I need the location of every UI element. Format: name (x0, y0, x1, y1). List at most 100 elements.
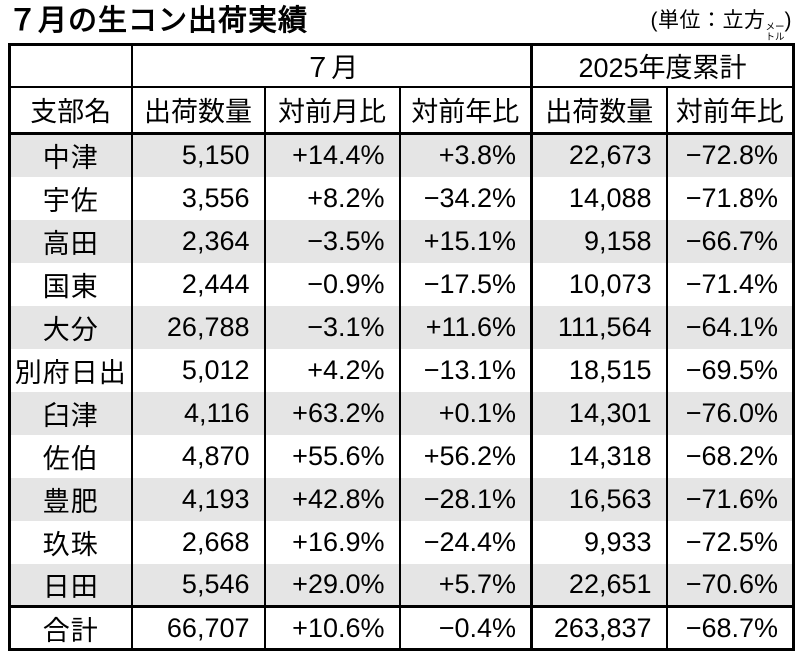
column-header-july-mom: 対前月比 (263, 86, 400, 135)
july-mom-cell: +63.2% (263, 391, 400, 435)
cum-qty-cell: 16,563 (530, 477, 667, 521)
july-mom-cell: +10.6% (263, 605, 400, 650)
cum-yoy-cell: −68.2% (665, 434, 794, 478)
july-qty-cell: 4,193 (130, 477, 265, 521)
branch-name-cell: 玖珠 (42, 529, 99, 560)
cum-yoy-cell: −70.6% (665, 563, 794, 607)
cum-qty-cell: 9,933 (530, 520, 667, 564)
july-yoy-cell: +56.2% (398, 434, 532, 478)
cum-yoy-cell: −66.7% (665, 219, 794, 263)
july-qty-cell: 4,870 (130, 434, 265, 478)
cum-yoy-cell: −68.7% (665, 605, 794, 650)
page-title: ７月の生コン出荷実績 (8, 5, 309, 37)
july-qty-cell: 2,668 (130, 520, 265, 564)
table-row: 日田 5,546 +29.0% +5.7% 22,651 −70.6% (9, 563, 794, 607)
july-qty-cell: 3,556 (130, 176, 265, 220)
july-mom-cell: +42.8% (263, 477, 400, 521)
cum-yoy-cell: −72.5% (665, 520, 794, 564)
branch-name-cell: 日田 (42, 571, 99, 602)
cum-yoy-cell: −71.6% (665, 477, 794, 521)
cum-yoy-cell: −64.1% (665, 305, 794, 349)
july-yoy-cell: +5.7% (398, 563, 532, 607)
table-row: 中津 5,150 +14.4% +3.8% 22,673 −72.8% (9, 133, 794, 177)
unit-note-prefix: (単位：立方 (650, 9, 766, 32)
july-yoy-cell: −0.4% (398, 605, 532, 650)
july-qty-cell: 5,012 (130, 348, 265, 392)
table-row: 国東 2,444 −0.9% −17.5% 10,073 −71.4% (9, 262, 794, 306)
july-mom-cell: −3.5% (263, 219, 400, 263)
july-yoy-cell: −28.1% (398, 477, 532, 521)
july-mom-cell: +8.2% (263, 176, 400, 220)
cum-qty-cell: 14,088 (530, 176, 667, 220)
header-group-july: ７月 (130, 44, 532, 88)
july-yoy-cell: +0.1% (398, 391, 532, 435)
table-row: 玖珠 2,668 +16.9% −24.4% 9,933 −72.5% (9, 520, 794, 564)
cum-yoy-cell: −69.5% (665, 348, 794, 392)
july-mom-cell: +55.6% (263, 434, 400, 478)
july-qty-cell: 5,150 (130, 133, 265, 177)
cum-yoy-cell: −76.0% (665, 391, 794, 435)
branch-name-cell: 国東 (42, 271, 99, 302)
july-qty-cell: 2,444 (130, 262, 265, 306)
header-group-fy2025-cumulative: 2025年度累計 (530, 44, 794, 88)
cum-qty-cell: 22,651 (530, 563, 667, 607)
july-qty-cell: 5,546 (130, 563, 265, 607)
table-body: 中津 5,150 +14.4% +3.8% 22,673 −72.8% 宇佐 3… (9, 133, 794, 650)
unit-note-suffix: ) (784, 9, 792, 32)
table-row: 別府日出 5,012 +4.2% −13.1% 18,515 −69.5% (9, 348, 794, 392)
unit-meter-glyph: メー トル (765, 22, 785, 43)
table-row: 佐伯 4,870 +55.6% +56.2% 14,318 −68.2% (9, 434, 794, 478)
july-mom-cell: −0.9% (263, 262, 400, 306)
july-yoy-cell: −24.4% (398, 520, 532, 564)
cum-yoy-cell: −71.4% (665, 262, 794, 306)
branch-name-cell: 別府日出 (14, 357, 127, 388)
cum-qty-cell: 10,073 (530, 262, 667, 306)
branch-name-cell: 高田 (42, 228, 99, 259)
header-line: ７月の生コン出荷実績 (単位：立方 メー トル) (8, 2, 792, 43)
table-row: 合計 66,707 +10.6% −0.4% 263,837 −68.7% (9, 605, 794, 650)
july-qty-cell: 66,707 (130, 605, 265, 650)
july-qty-cell: 2,364 (130, 219, 265, 263)
cum-qty-cell: 263,837 (530, 605, 667, 650)
column-header-cum-qty: 出荷数量 (530, 86, 667, 135)
table-row: 宇佐 3,556 +8.2% −34.2% 14,088 −71.8% (9, 176, 794, 220)
july-mom-cell: +29.0% (263, 563, 400, 607)
page: ７月の生コン出荷実績 (単位：立方 メー トル) ７月 2025年度累計 支部名 出… (8, 0, 796, 651)
cum-qty-cell: 22,673 (530, 133, 667, 177)
july-yoy-cell: +3.8% (398, 133, 532, 177)
table-row: 高田 2,364 −3.5% +15.1% 9,158 −66.7% (9, 219, 794, 263)
shipment-table: ７月 2025年度累計 支部名 出荷数量 対前月比 対前年比 出荷数量 対前年比… (8, 43, 796, 651)
cum-qty-cell: 14,301 (530, 391, 667, 435)
header-empty-cell (9, 44, 132, 88)
column-header-row: 支部名 出荷数量 対前月比 対前年比 出荷数量 対前年比 (9, 86, 794, 135)
column-header-july-qty: 出荷数量 (130, 86, 265, 135)
july-yoy-cell: −13.1% (398, 348, 532, 392)
cum-yoy-cell: −72.8% (665, 133, 794, 177)
branch-name-cell: 大分 (42, 314, 99, 345)
column-header-branch: 支部名 (9, 86, 132, 135)
branch-name-cell: 臼津 (42, 400, 99, 431)
july-qty-cell: 4,116 (130, 391, 265, 435)
cum-qty-cell: 14,318 (530, 434, 667, 478)
branch-name-cell: 中津 (42, 143, 99, 174)
july-mom-cell: +16.9% (263, 520, 400, 564)
branch-name-cell: 宇佐 (42, 185, 99, 216)
branch-name-cell: 佐伯 (42, 443, 99, 474)
july-yoy-cell: −34.2% (398, 176, 532, 220)
table-row: 大分 26,788 −3.1% +11.6% 111,564 −64.1% (9, 305, 794, 349)
unit-note: (単位：立方 メー トル) (650, 2, 792, 43)
column-header-july-yoy: 対前年比 (398, 86, 532, 135)
cum-qty-cell: 9,158 (530, 219, 667, 263)
cum-qty-cell: 111,564 (530, 305, 667, 349)
july-mom-cell: −3.1% (263, 305, 400, 349)
july-qty-cell: 26,788 (130, 305, 265, 349)
branch-name-cell: 豊肥 (42, 486, 99, 517)
july-mom-cell: +4.2% (263, 348, 400, 392)
branch-name-cell: 合計 (9, 605, 132, 650)
july-mom-cell: +14.4% (263, 133, 400, 177)
cum-qty-cell: 18,515 (530, 348, 667, 392)
july-yoy-cell: +11.6% (398, 305, 532, 349)
table-row: 豊肥 4,193 +42.8% −28.1% 16,563 −71.6% (9, 477, 794, 521)
column-header-cum-yoy: 対前年比 (665, 86, 794, 135)
cum-yoy-cell: −71.8% (665, 176, 794, 220)
